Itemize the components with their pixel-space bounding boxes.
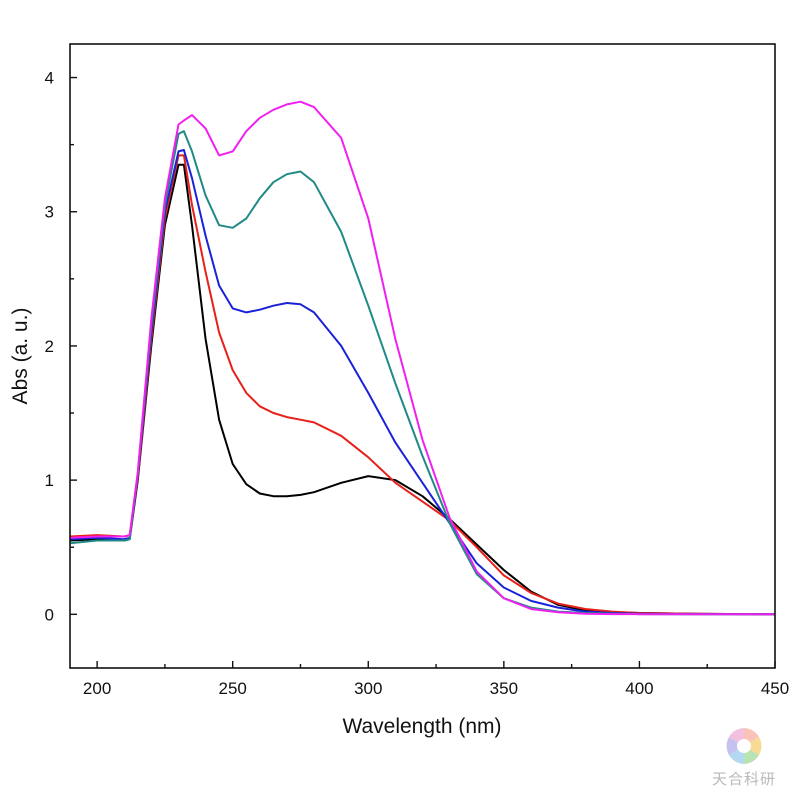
series-line-2 bbox=[70, 154, 775, 616]
y-tick-label: 0 bbox=[45, 605, 54, 624]
y-tick-label: 1 bbox=[45, 471, 54, 490]
swirl-logo-icon bbox=[726, 728, 762, 764]
plot-frame bbox=[69, 43, 776, 669]
y-tick-label: 3 bbox=[45, 203, 54, 222]
x-axis-title: Wavelength (nm) bbox=[342, 715, 501, 738]
x-tick-label: 350 bbox=[490, 679, 518, 698]
x-tick-label: 450 bbox=[761, 679, 789, 698]
y-axis-title: Abs (a. u.) bbox=[9, 308, 32, 405]
series-line-4 bbox=[70, 130, 775, 616]
watermark-text: 天合科研 bbox=[711, 770, 776, 788]
ticks-layer: 200 250 300 350 400 450 0 1 2 3 4 bbox=[45, 69, 790, 698]
x-tick-label: 200 bbox=[83, 679, 111, 698]
watermark-logo: 天合科研 bbox=[698, 724, 790, 794]
y-tick-label: 4 bbox=[45, 69, 54, 88]
series-line-3 bbox=[70, 149, 775, 616]
series-layer bbox=[70, 100, 775, 616]
series-line-5 bbox=[70, 100, 775, 616]
series-line-1 bbox=[70, 163, 775, 616]
y-tick-label: 2 bbox=[45, 337, 54, 356]
x-tick-label: 250 bbox=[219, 679, 247, 698]
x-tick-label: 300 bbox=[354, 679, 382, 698]
x-tick-label: 400 bbox=[625, 679, 653, 698]
